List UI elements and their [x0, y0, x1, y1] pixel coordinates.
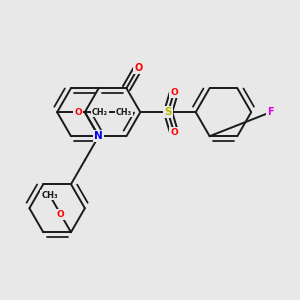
Text: O: O	[170, 88, 178, 97]
Text: CH₂: CH₂	[92, 108, 108, 117]
Text: O: O	[170, 128, 178, 136]
Text: O: O	[57, 210, 64, 219]
Text: CH₃: CH₃	[116, 108, 132, 117]
Text: S: S	[164, 107, 172, 117]
Text: O: O	[134, 63, 142, 73]
Text: O: O	[74, 108, 82, 117]
Text: F: F	[267, 107, 274, 117]
Text: N: N	[94, 131, 103, 141]
Text: CH₃: CH₃	[41, 190, 58, 200]
